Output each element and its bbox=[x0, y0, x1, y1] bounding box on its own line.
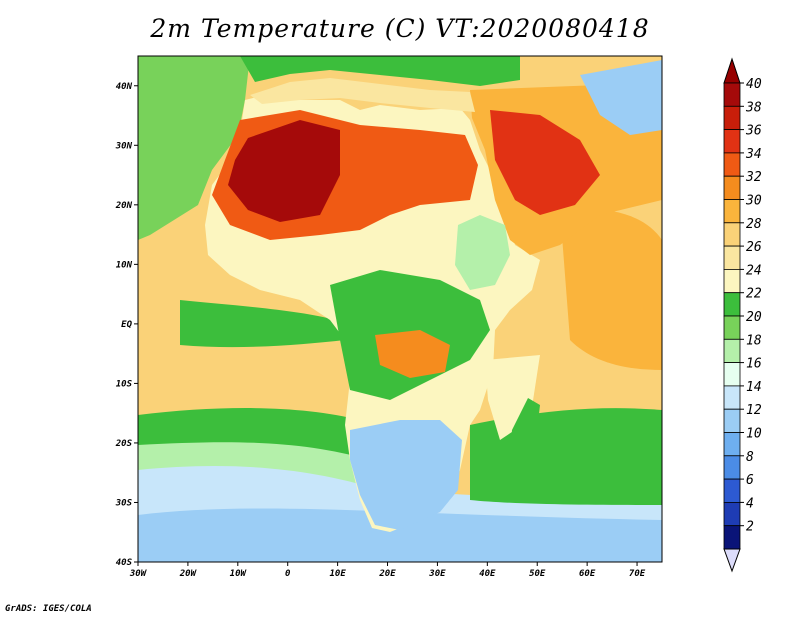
region-west-sahara-core bbox=[228, 120, 340, 222]
colorbar-swatch bbox=[723, 408, 741, 433]
colorbar-swatch bbox=[723, 362, 741, 387]
region-mediterranean bbox=[250, 78, 475, 112]
latitude-axis: 40N 30N 20N 10N EQ 10S 20S 30S 40S bbox=[115, 82, 138, 568]
colorbar-label: 18 bbox=[746, 333, 762, 348]
colorbar-swatch bbox=[723, 455, 741, 480]
lat-tick-label: 10N bbox=[116, 260, 133, 270]
colorbar-label: 2 bbox=[746, 520, 754, 535]
colorbar-label: 34 bbox=[745, 147, 762, 162]
lat-tick-label: 20S bbox=[115, 439, 133, 449]
region-arabia-hot bbox=[490, 110, 600, 215]
colorbar-swatch bbox=[723, 245, 741, 270]
map-title: 2m Temperature (C) VT:2020080418 bbox=[150, 14, 650, 43]
colorbar-label: 10 bbox=[746, 427, 762, 442]
colorbar-swatch bbox=[723, 129, 741, 154]
colorbar-label: 12 bbox=[746, 403, 762, 418]
lat-tick-label: EQ bbox=[121, 320, 132, 330]
colorbar-swatch bbox=[723, 222, 741, 247]
colorbar-label: 24 bbox=[746, 263, 762, 278]
colorbar-swatch bbox=[723, 152, 741, 177]
region-iran-highlands bbox=[580, 60, 662, 135]
region-europe-land bbox=[240, 56, 520, 86]
lon-tick-label: 60E bbox=[579, 569, 596, 579]
colorbar-label: 6 bbox=[746, 473, 754, 488]
region-madagascar bbox=[508, 398, 540, 472]
region-ethiopian-highlands bbox=[455, 215, 510, 290]
lon-tick-label: 20W bbox=[179, 569, 198, 579]
lat-tick-label: 20N bbox=[115, 201, 133, 211]
colorbar-swatch bbox=[723, 82, 741, 107]
colorbar-swatch bbox=[723, 385, 741, 410]
colorbar-label: 26 bbox=[746, 240, 762, 255]
colorbar-label: 14 bbox=[746, 380, 762, 395]
lon-tick-label: 50E bbox=[529, 569, 546, 579]
lat-tick-label: 30N bbox=[115, 141, 133, 151]
colorbar-swatch bbox=[723, 525, 741, 550]
lat-tick-label: 10S bbox=[116, 379, 133, 389]
region-north-atlantic bbox=[138, 56, 250, 240]
colorbar: 40 38 36 34 32 30 28 26 24 22 20 18 16 14 12 10 8 6 4 2 bbox=[723, 57, 762, 573]
lat-tick-label: 30S bbox=[115, 498, 133, 508]
region-gulf-of-guinea bbox=[180, 300, 345, 348]
colorbar-swatch bbox=[723, 292, 741, 317]
colorbar-over-triangle bbox=[723, 57, 741, 84]
colorbar-swatch bbox=[723, 175, 741, 200]
footer-credit: GrADS: IGES/COLA bbox=[5, 604, 92, 614]
colorbar-label: 16 bbox=[746, 357, 762, 372]
colorbar-swatch bbox=[723, 268, 741, 294]
lon-tick-label: 20E bbox=[378, 569, 396, 579]
colorbar-label: 40 bbox=[746, 77, 762, 92]
region-west-indian-ocean-warm bbox=[560, 208, 662, 370]
temperature-field bbox=[138, 56, 662, 562]
colorbar-label: 32 bbox=[745, 170, 762, 185]
lon-tick-label: 40E bbox=[479, 569, 496, 579]
colorbar-label: 20 bbox=[746, 310, 762, 325]
region-congo-hot bbox=[375, 330, 450, 378]
colorbar-swatch bbox=[723, 432, 741, 457]
colorbar-swatch bbox=[723, 315, 741, 340]
colorbar-label: 28 bbox=[746, 217, 762, 232]
lon-tick-label: 30E bbox=[428, 569, 446, 579]
region-southern-ocean bbox=[138, 508, 662, 562]
colorbar-label: 36 bbox=[745, 124, 762, 139]
colorbar-label: 38 bbox=[745, 100, 762, 115]
colorbar-label: 30 bbox=[745, 194, 762, 209]
colorbar-swatch bbox=[723, 338, 741, 363]
map-frame bbox=[137, 55, 663, 563]
lat-tick-label: 40S bbox=[116, 558, 133, 568]
colorbar-swatch bbox=[723, 478, 741, 503]
lon-tick-label: 30W bbox=[129, 569, 148, 579]
region-southern-africa-cold bbox=[350, 420, 462, 530]
lon-tick-label: 70E bbox=[629, 569, 646, 579]
colorbar-swatch bbox=[723, 501, 741, 527]
colorbar-label: 4 bbox=[746, 496, 754, 511]
colorbar-swatch bbox=[723, 105, 741, 131]
colorbar-label: 8 bbox=[746, 450, 754, 465]
lon-tick-label: 10W bbox=[230, 569, 248, 579]
lon-tick-label: 10E bbox=[329, 569, 346, 579]
colorbar-under-triangle bbox=[723, 548, 741, 573]
longitude-axis: 30W 20W 10W 0 10E 20E 30E 40E 50E 60E 70E bbox=[129, 562, 646, 579]
lat-tick-label: 40N bbox=[116, 82, 133, 92]
colorbar-swatch bbox=[723, 199, 741, 224]
lon-tick-label: 0 bbox=[285, 569, 291, 579]
colorbar-label: 22 bbox=[746, 287, 762, 302]
